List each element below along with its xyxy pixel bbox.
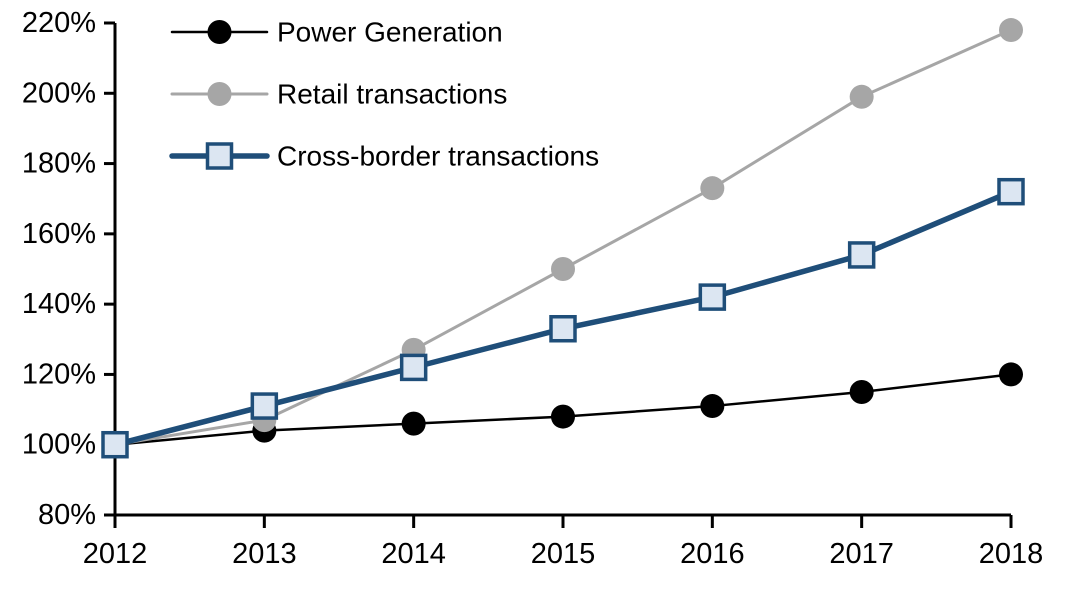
x-axis-tick-label: 2018 [979,538,1044,570]
x-axis-tick-label: 2013 [232,538,297,570]
marker-cross-border-transactions [250,392,279,420]
x-axis-tick-label: 2012 [83,538,148,570]
marker-power-generation [999,362,1023,387]
legend-marker-retail-transactions [207,82,232,106]
y-axis-tick-label: 120% [22,358,96,390]
legend-label-retail-transactions: Retail transactions [277,79,507,110]
marker-retail-transactions [849,84,874,109]
legend-label-cross-border-transactions: Cross-border transactions [277,141,599,172]
series-line-retail-transactions [113,28,1013,447]
marker-cross-border-transactions [698,283,727,311]
marker-power-generation [849,380,874,404]
y-axis-tick-label: 200% [22,77,96,109]
marker-power-generation [551,404,575,429]
marker-cross-border-transactions [399,353,428,382]
legend-label-power-generation: Power Generation [277,17,503,48]
marker-cross-border-transactions [847,241,876,269]
y-axis-tick-label: 100% [22,429,96,461]
legend-marker-cross-border-transactions [205,142,234,170]
marker-retail-transactions [999,18,1023,43]
marker-power-generation [401,411,426,436]
x-axis-tick-label: 2015 [531,538,596,570]
y-axis-tick-label: 80% [38,499,96,531]
marker-retail-transactions [551,257,575,281]
legend-marker-power-generation [207,20,232,44]
x-axis-tick-label: 2017 [829,538,894,570]
marker-cross-border-transactions [101,430,129,459]
x-axis-tick-label: 2016 [680,538,745,570]
marker-cross-border-transactions [997,177,1025,206]
y-axis-tick-label: 180% [22,148,96,180]
y-axis-tick-label: 140% [22,288,96,320]
x-axis-tick-label: 2014 [381,538,446,570]
marker-retail-transactions [700,176,725,201]
y-axis-tick-label: 160% [22,218,96,250]
y-axis-tick-label: 220% [22,7,96,39]
marker-power-generation [700,394,725,419]
marker-cross-border-transactions [549,314,577,343]
